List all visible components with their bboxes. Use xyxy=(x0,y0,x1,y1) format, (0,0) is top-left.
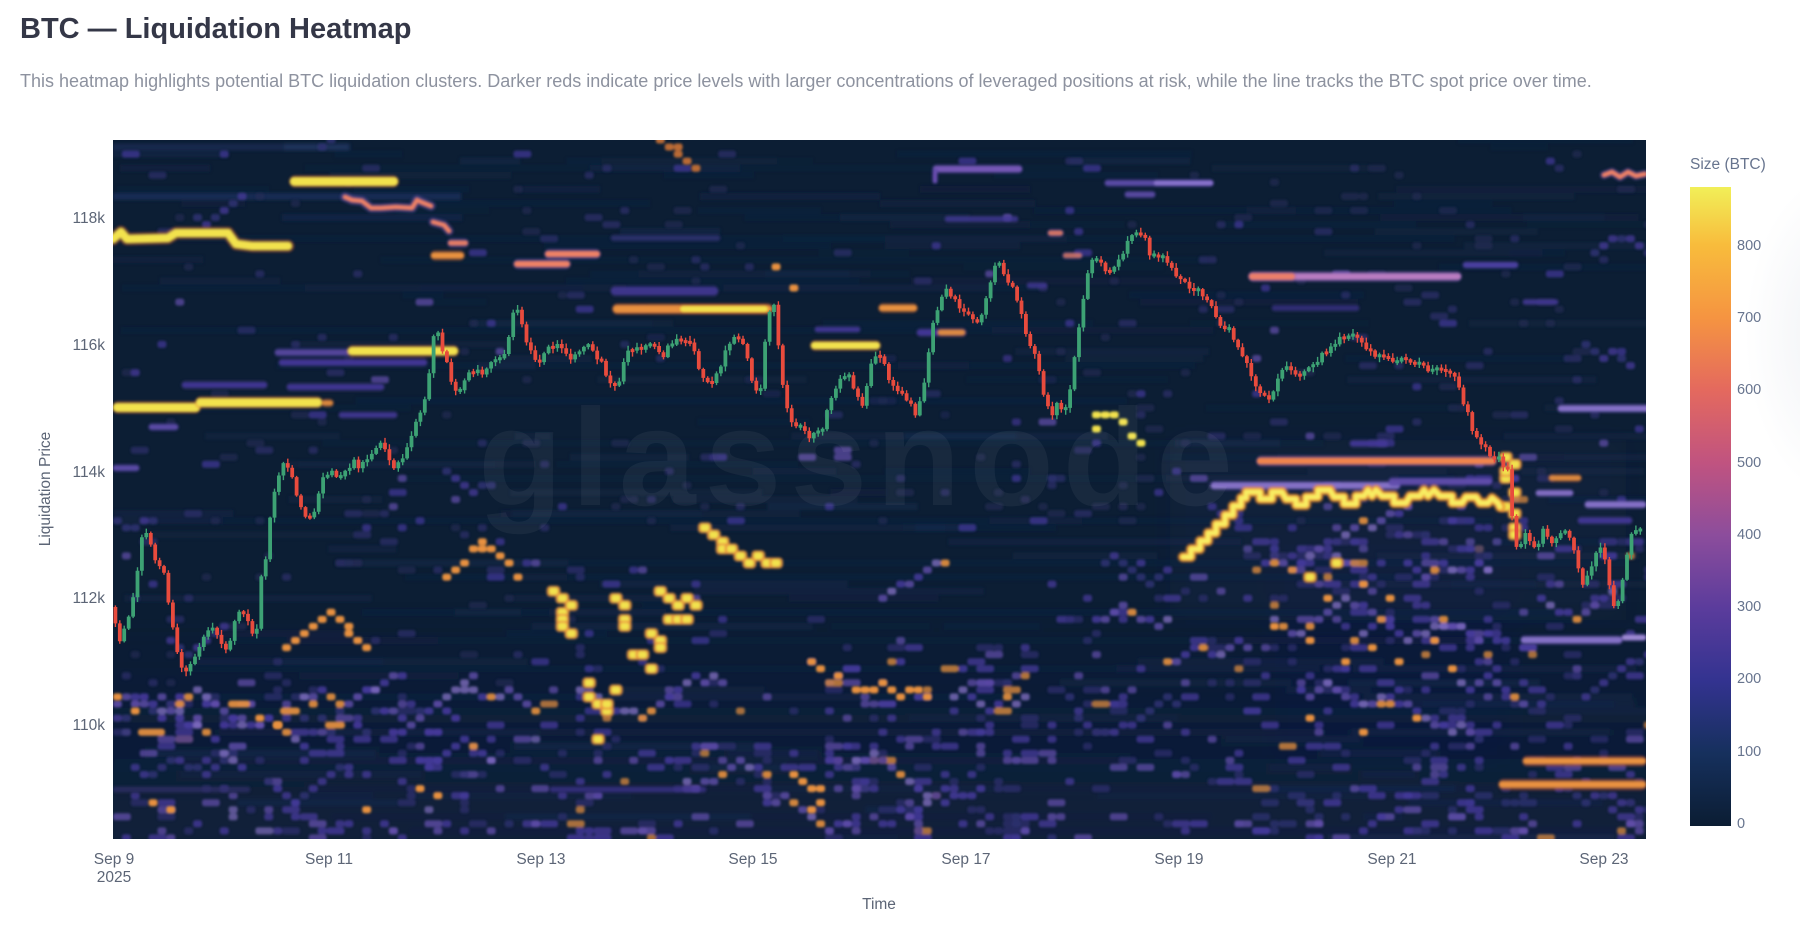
svg-text:glassnode: glassnode xyxy=(478,381,1242,535)
